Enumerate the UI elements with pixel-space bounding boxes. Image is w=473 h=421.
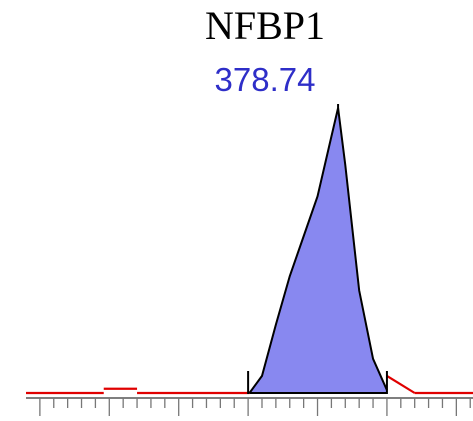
baseline-segment-3: [386, 374, 416, 394]
peak-area: [249, 108, 387, 393]
peak-apex-label: 378.74: [214, 61, 316, 98]
chart-title: NFBP1: [204, 3, 326, 48]
peak-outline: [248, 107, 388, 394]
